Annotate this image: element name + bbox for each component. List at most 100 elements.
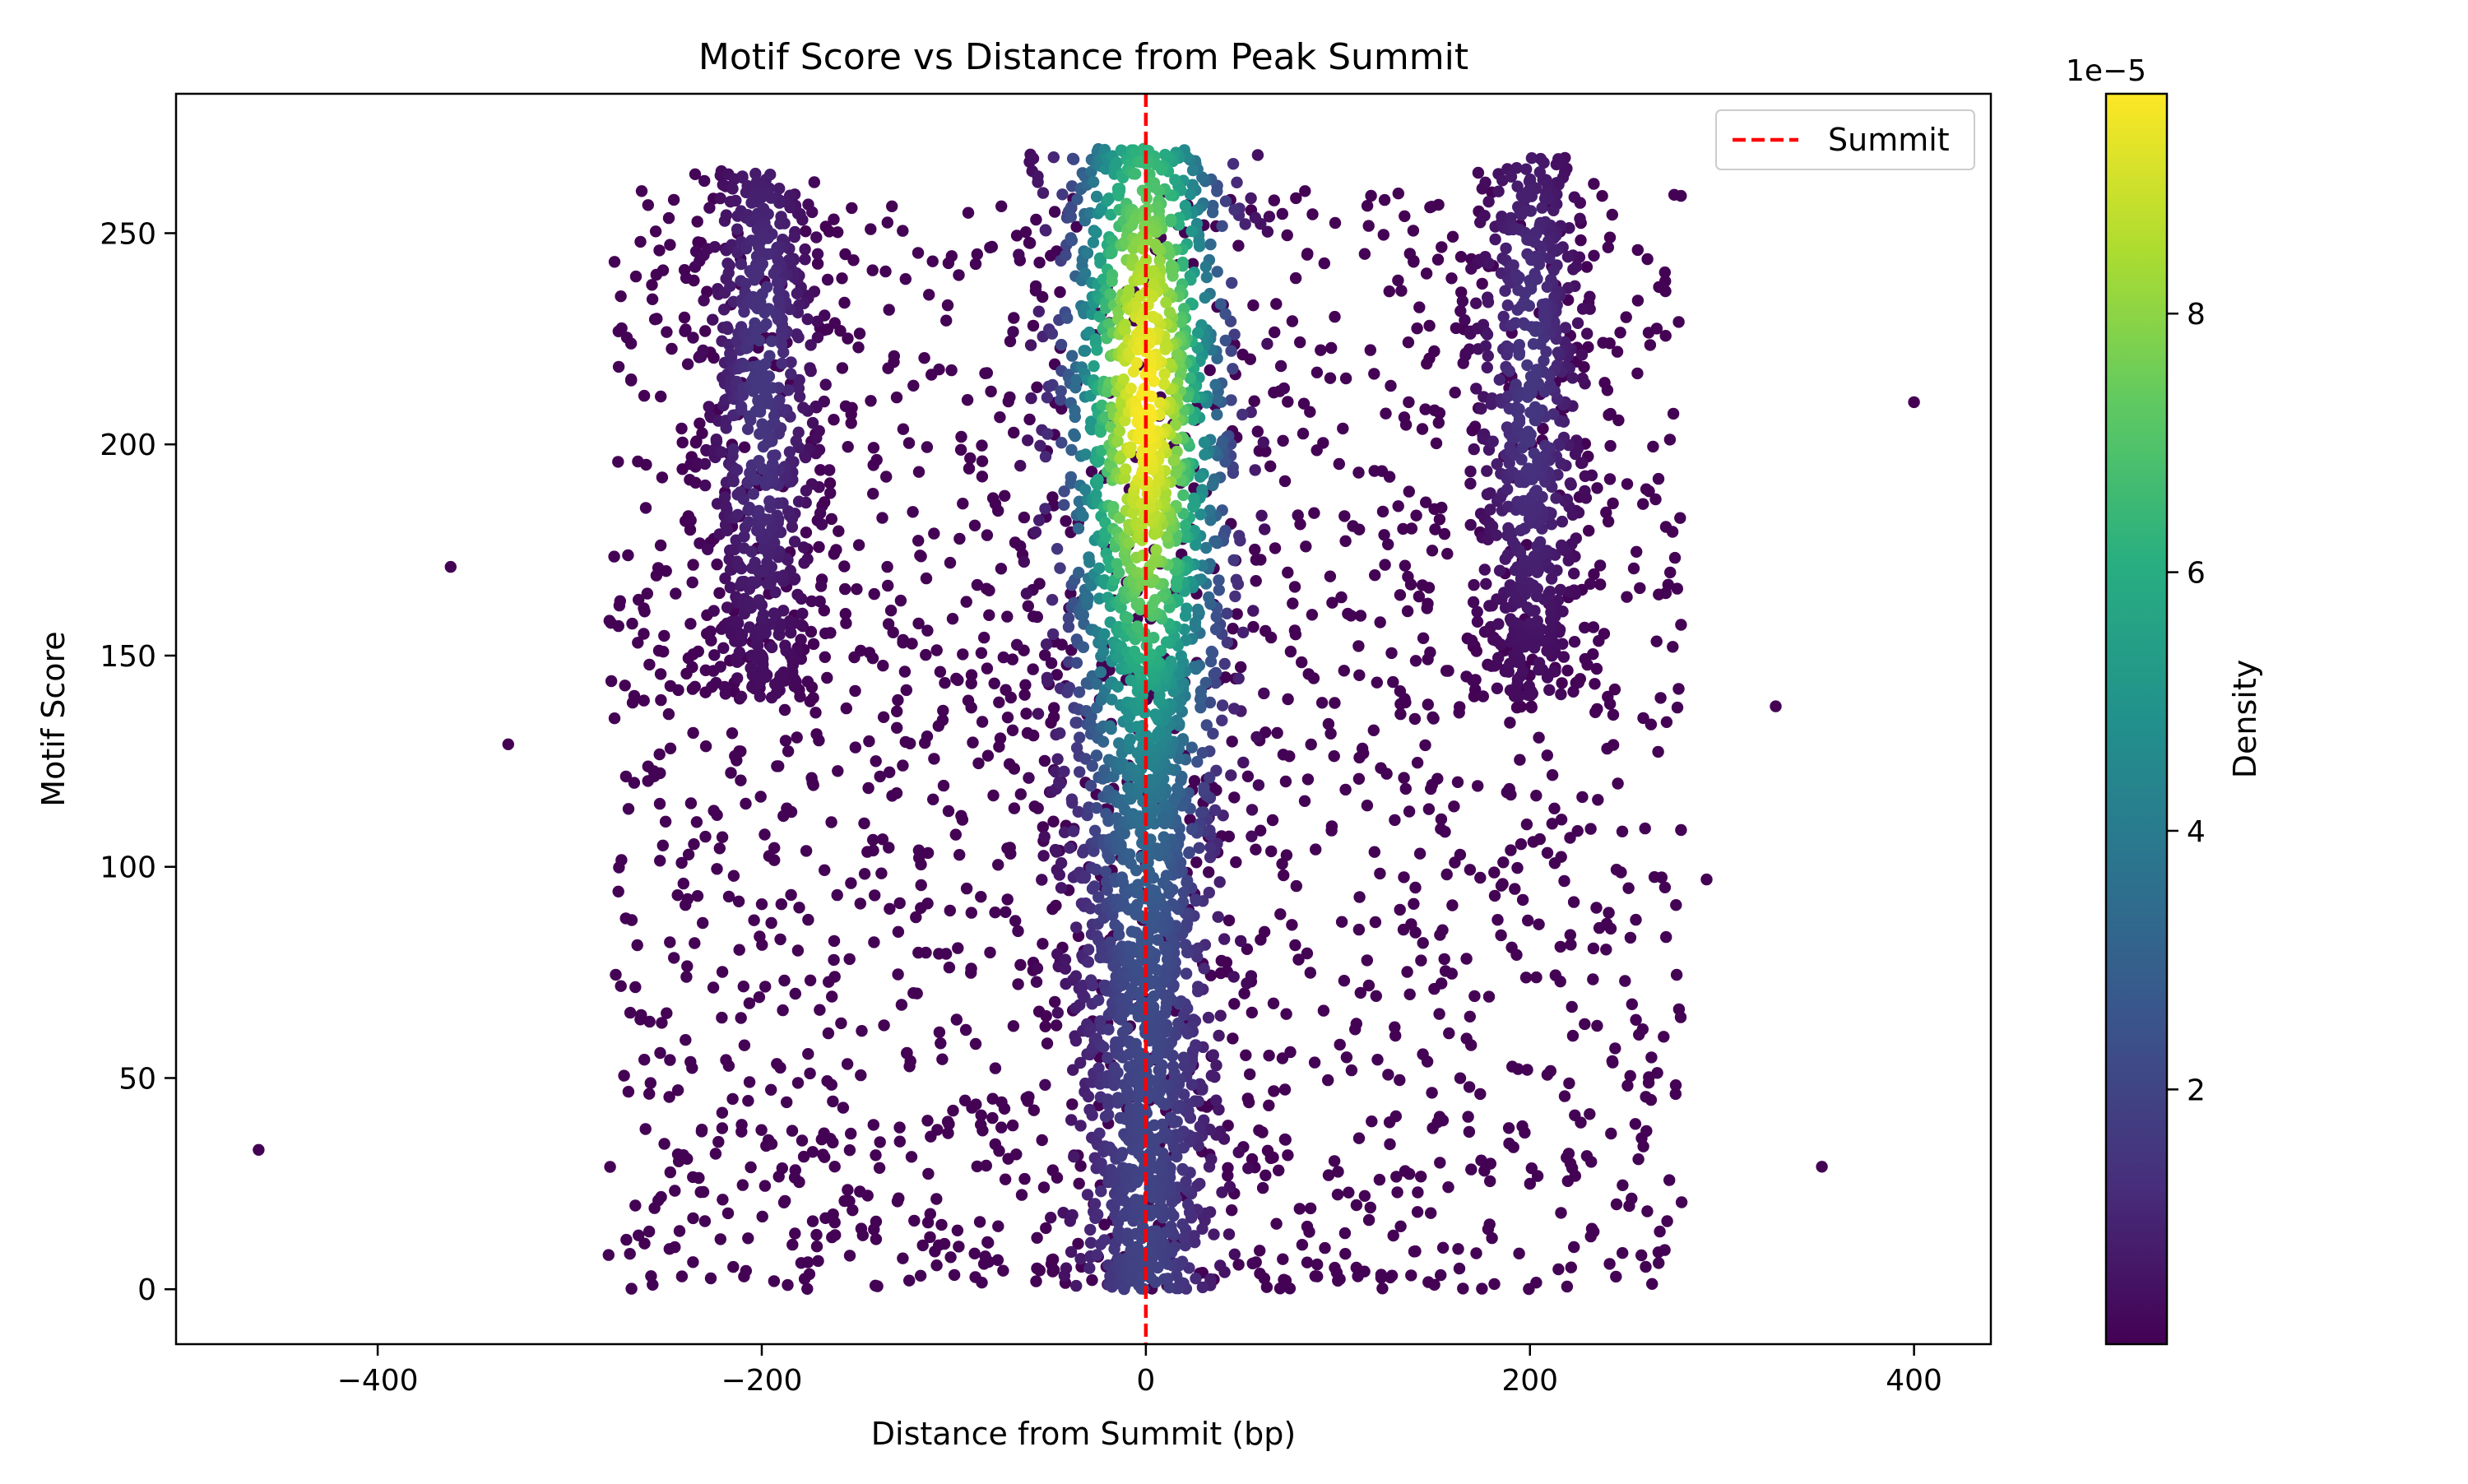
data-point	[1658, 266, 1672, 279]
data-point	[843, 1250, 856, 1262]
data-point	[942, 805, 955, 818]
data-point	[1091, 344, 1103, 356]
data-point	[1584, 577, 1597, 590]
data-point	[1635, 1249, 1648, 1262]
data-point	[629, 981, 642, 994]
data-point	[814, 507, 827, 519]
data-point	[1294, 518, 1306, 531]
data-point	[805, 595, 818, 608]
data-point	[754, 428, 766, 440]
data-point	[802, 198, 814, 211]
data-point	[772, 760, 785, 772]
data-point	[1065, 443, 1078, 457]
data-point	[688, 837, 700, 851]
data-point	[1195, 685, 1208, 698]
data-point	[1073, 1177, 1085, 1190]
data-point	[727, 475, 740, 488]
data-point	[1459, 314, 1471, 327]
data-point	[1263, 211, 1276, 223]
data-point	[707, 981, 720, 994]
data-point	[1086, 1274, 1098, 1287]
data-point	[1214, 1009, 1227, 1022]
data-point	[1121, 1022, 1134, 1034]
data-point	[1465, 1163, 1478, 1176]
data-point	[1496, 878, 1509, 890]
data-point	[656, 1017, 668, 1029]
data-point	[1082, 591, 1094, 604]
data-point	[1229, 590, 1241, 603]
data-point	[1051, 543, 1064, 555]
data-point	[1603, 1258, 1616, 1270]
data-point	[1180, 967, 1193, 980]
data-point	[778, 703, 791, 716]
data-point	[1554, 976, 1566, 988]
data-point	[1099, 865, 1112, 878]
data-point	[1579, 621, 1591, 634]
data-point	[1515, 453, 1528, 466]
data-point	[1574, 212, 1586, 225]
data-point	[802, 913, 814, 926]
data-point	[1193, 842, 1205, 854]
data-point	[650, 569, 663, 582]
data-point	[253, 1143, 265, 1157]
data-point	[1555, 1207, 1567, 1219]
data-point	[1164, 1111, 1177, 1124]
data-point	[725, 350, 738, 363]
data-point	[1425, 782, 1437, 795]
data-point	[686, 683, 699, 695]
data-point	[1329, 697, 1341, 709]
data-point	[1326, 596, 1338, 609]
data-point	[918, 352, 930, 364]
data-point	[768, 607, 781, 619]
data-point	[1211, 393, 1223, 406]
data-point	[1403, 396, 1415, 409]
data-point	[1296, 1239, 1309, 1251]
data-point	[935, 1037, 947, 1050]
data-point	[757, 321, 769, 333]
data-point	[654, 855, 666, 867]
data-point	[953, 1241, 965, 1253]
data-point	[745, 545, 758, 558]
data-point	[1659, 285, 1672, 298]
data-point	[722, 1060, 735, 1072]
data-point	[870, 755, 882, 768]
data-point	[502, 738, 514, 750]
data-point	[1385, 647, 1398, 660]
data-point	[939, 677, 951, 689]
data-point	[1352, 640, 1365, 652]
data-point	[1417, 937, 1429, 949]
data-point	[1481, 361, 1494, 373]
data-point	[815, 518, 828, 531]
data-point	[792, 495, 805, 508]
data-point	[1581, 327, 1594, 340]
data-point	[1261, 225, 1274, 238]
data-point	[938, 1237, 951, 1250]
data-point	[986, 1092, 999, 1105]
data-point	[1236, 626, 1250, 638]
data-point	[643, 1225, 656, 1238]
data-point	[1413, 301, 1426, 313]
data-point	[1227, 971, 1240, 983]
data-point	[1023, 772, 1035, 784]
data-point	[1090, 802, 1103, 814]
data-point	[1434, 1157, 1446, 1169]
data-point	[1190, 1273, 1202, 1285]
data-point	[1358, 1190, 1371, 1203]
data-point	[1208, 668, 1221, 680]
data-point	[814, 464, 827, 476]
data-point	[702, 543, 714, 555]
data-point	[1324, 570, 1337, 582]
data-point	[1242, 1162, 1255, 1175]
data-point	[680, 971, 693, 983]
data-point	[1501, 549, 1515, 561]
data-point	[1310, 843, 1322, 856]
data-point	[1584, 1108, 1596, 1120]
data-point	[653, 244, 666, 257]
data-point	[862, 781, 874, 795]
data-point	[893, 1121, 906, 1134]
data-point	[1450, 322, 1463, 335]
data-point	[840, 702, 852, 715]
data-point	[1255, 934, 1267, 946]
data-point	[1228, 998, 1241, 1010]
data-point	[1060, 515, 1072, 527]
